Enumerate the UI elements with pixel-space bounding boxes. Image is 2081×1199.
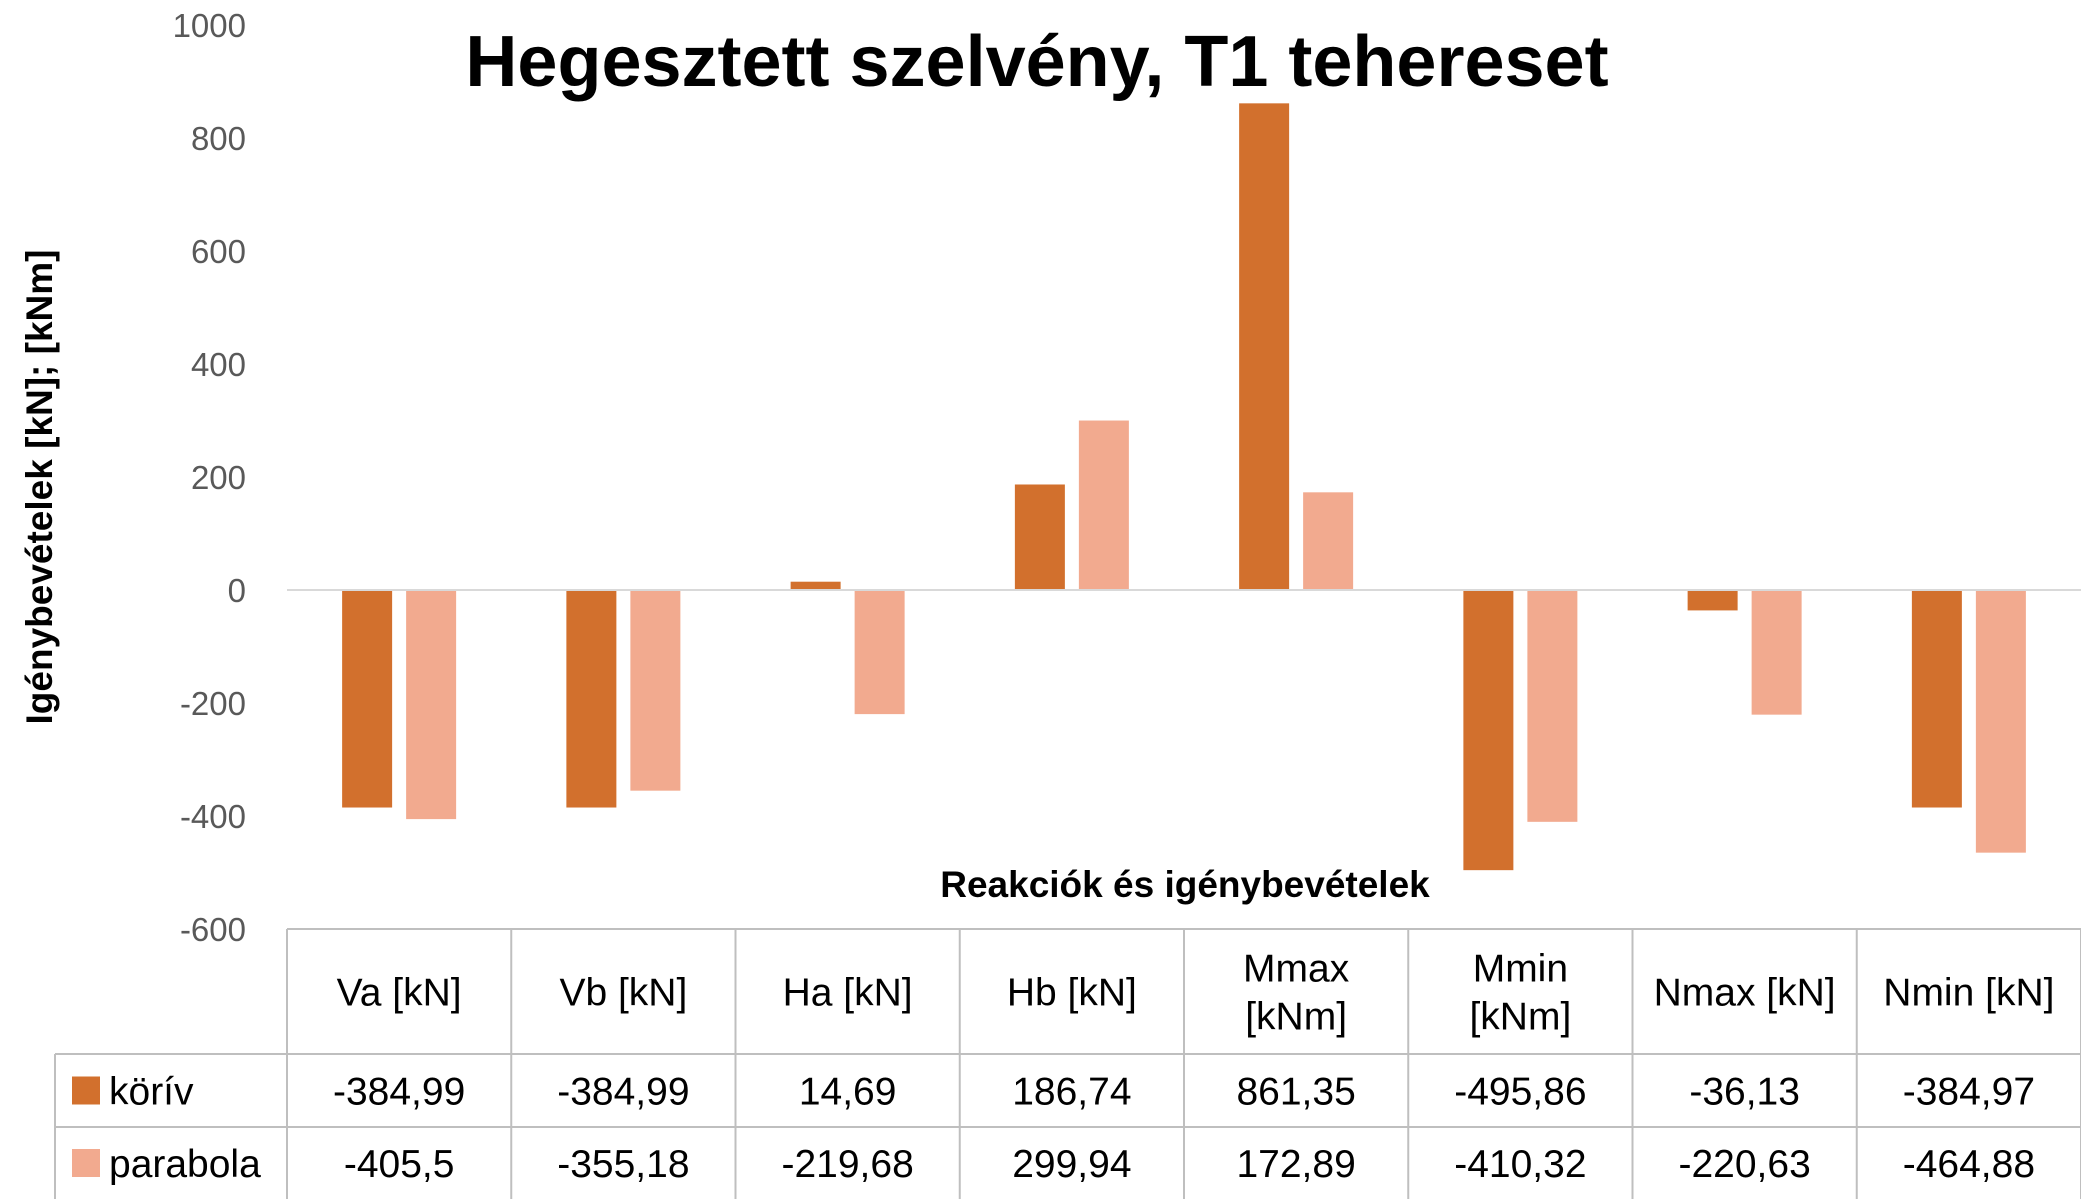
category-label: Va [kN] — [337, 972, 462, 1015]
category-label: Vb [kN] — [559, 972, 687, 1015]
category-label: Mmax — [1243, 948, 1350, 991]
data-label: 172,89 — [1236, 1143, 1355, 1186]
y-tick-label: 600 — [191, 233, 246, 270]
data-label: -464,88 — [1903, 1143, 2035, 1186]
x-axis-title: Reakciók és igénybevételek — [940, 864, 1430, 905]
data-label: 861,35 — [1236, 1071, 1355, 1114]
bars — [342, 103, 2026, 871]
bar-koriv — [790, 581, 841, 590]
category-label: [kNm] — [1469, 996, 1571, 1039]
data-label: -36,13 — [1689, 1071, 1800, 1114]
category-label: Mmin — [1473, 948, 1568, 991]
data-label: 299,94 — [1012, 1143, 1131, 1186]
y-tick-label: 1000 — [173, 7, 246, 44]
data-table: Va [kN] Vb [kN] Ha [kN] Hb [kN] Mmax [kNm] Mmi… — [54, 928, 2081, 1199]
y-tick-label: -200 — [180, 685, 246, 722]
data-label: -384,97 — [1903, 1071, 2035, 1114]
bar-parabola — [1303, 492, 1354, 590]
data-label: -495,86 — [1454, 1071, 1586, 1114]
data-label: -220,63 — [1678, 1143, 1810, 1186]
y-tick-label: 0 — [228, 572, 246, 609]
y-tick-label: -600 — [180, 911, 246, 948]
y-axis-title: Igénybevételek [kN]; [kNm] — [19, 250, 60, 725]
bar-koriv — [1911, 590, 1962, 808]
category-label: Nmin [kN] — [1883, 972, 2054, 1015]
category-label: Hb [kN] — [1007, 972, 1137, 1015]
bar-parabola — [406, 590, 457, 820]
category-label: [kNm] — [1245, 996, 1347, 1039]
data-label: -384,99 — [333, 1071, 465, 1114]
bar-koriv — [1687, 590, 1738, 611]
bar-parabola — [1975, 590, 2026, 853]
y-tick-label: 200 — [191, 459, 246, 496]
bar-parabola — [854, 590, 905, 715]
y-tick-label: 800 — [191, 120, 246, 157]
legend-label: körív — [109, 1071, 194, 1114]
bar-koriv — [342, 590, 393, 808]
data-label: -384,99 — [557, 1071, 689, 1114]
bar-parabola — [1751, 590, 1802, 715]
legend-key-koriv — [72, 1076, 100, 1105]
bar-koriv — [1239, 103, 1290, 590]
data-label: -355,18 — [557, 1143, 689, 1186]
data-label: -410,32 — [1454, 1143, 1586, 1186]
y-axis: 1000 800 600 400 200 0 -200 -400 -600 — [173, 7, 246, 948]
bar-parabola — [1527, 590, 1578, 822]
legend-label: parabola — [109, 1143, 261, 1186]
y-tick-label: 400 — [191, 346, 246, 383]
bar-koriv — [1463, 590, 1514, 871]
data-label: 14,69 — [799, 1071, 897, 1114]
data-label: -405,5 — [344, 1143, 455, 1186]
bar-parabola — [630, 590, 681, 791]
data-label: -219,68 — [781, 1143, 913, 1186]
legend-key-parabola — [72, 1149, 100, 1177]
bar-koriv — [566, 590, 617, 808]
bar-koriv — [1014, 484, 1065, 590]
bar-parabola — [1078, 420, 1129, 590]
category-label: Nmax [kN] — [1654, 972, 1836, 1015]
category-label: Ha [kN] — [783, 972, 913, 1015]
chart-title: Hegesztett szelvény, T1 tehereset — [465, 22, 1608, 102]
data-label: 186,74 — [1012, 1071, 1131, 1114]
y-tick-label: -400 — [180, 798, 246, 835]
